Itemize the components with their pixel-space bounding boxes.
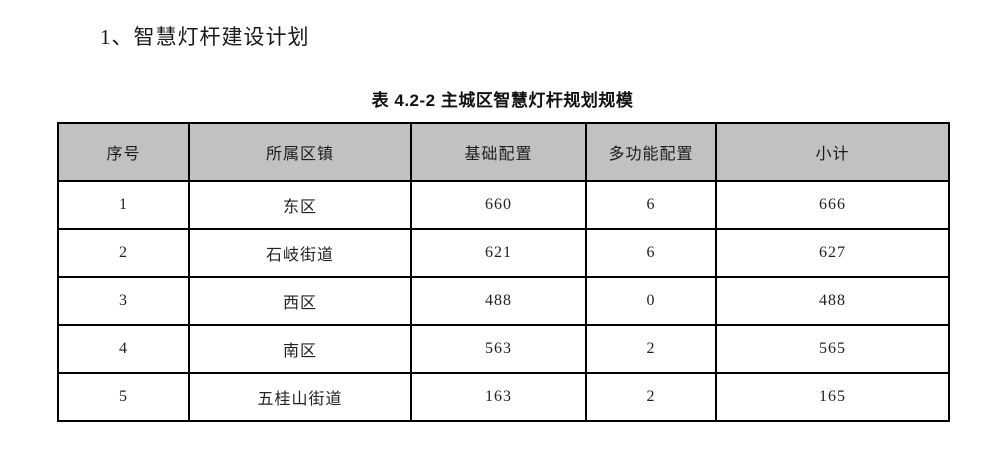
col-header-basic: 基础配置 <box>410 122 587 182</box>
section-heading: 1、智慧灯杆建设计划 <box>100 25 310 49</box>
cell-basic: 660 <box>410 180 587 230</box>
cell-subtotal: 666 <box>715 180 950 230</box>
cell-basic: 488 <box>410 276 587 326</box>
table-row: 1 东区 660 6 666 <box>57 180 950 230</box>
cell-multi: 0 <box>585 276 717 326</box>
cell-district: 南区 <box>188 324 412 374</box>
cell-seq: 5 <box>57 372 190 422</box>
table-row: 3 西区 488 0 488 <box>57 276 950 326</box>
cell-district: 五桂山街道 <box>188 372 412 422</box>
cell-district: 石岐街道 <box>188 228 412 278</box>
cell-seq: 1 <box>57 180 190 230</box>
cell-multi: 6 <box>585 180 717 230</box>
cell-subtotal: 165 <box>715 372 950 422</box>
cell-multi: 2 <box>585 372 717 422</box>
col-header-district: 所属区镇 <box>188 122 412 182</box>
cell-seq: 2 <box>57 228 190 278</box>
table-row: 4 南区 563 2 565 <box>57 324 950 374</box>
table-caption: 表 4.2-2 主城区智慧灯杆规划规模 <box>371 91 634 110</box>
cell-basic: 621 <box>410 228 587 278</box>
col-header-multi: 多功能配置 <box>585 122 717 182</box>
cell-subtotal: 488 <box>715 276 950 326</box>
cell-seq: 3 <box>57 276 190 326</box>
table-header: 序号 所属区镇 基础配置 多功能配置 小计 <box>57 122 950 182</box>
col-header-subtotal: 小计 <box>715 122 950 182</box>
cell-multi: 6 <box>585 228 717 278</box>
cell-multi: 2 <box>585 324 717 374</box>
table-body: 1 东区 660 6 666 2 石岐街道 621 6 627 3 西区 488… <box>57 180 950 422</box>
cell-district: 西区 <box>188 276 412 326</box>
header-row: 序号 所属区镇 基础配置 多功能配置 小计 <box>57 122 950 182</box>
col-header-seq: 序号 <box>57 122 190 182</box>
cell-subtotal: 565 <box>715 324 950 374</box>
cell-basic: 563 <box>410 324 587 374</box>
cell-seq: 4 <box>57 324 190 374</box>
table-row: 5 五桂山街道 163 2 165 <box>57 372 950 422</box>
planning-table: 序号 所属区镇 基础配置 多功能配置 小计 1 东区 660 6 666 2 石… <box>57 122 950 422</box>
table-row: 2 石岐街道 621 6 627 <box>57 228 950 278</box>
cell-subtotal: 627 <box>715 228 950 278</box>
cell-basic: 163 <box>410 372 587 422</box>
cell-district: 东区 <box>188 180 412 230</box>
